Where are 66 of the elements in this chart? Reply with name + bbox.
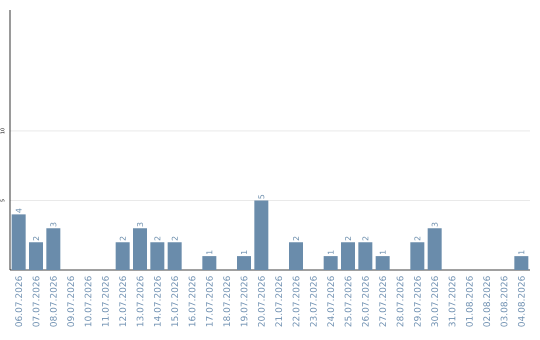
x-tick-label: 11.07.2026 [102,276,109,326]
x-tick-label: 27.07.2026 [379,276,386,327]
bar [168,242,182,270]
bar [254,200,268,270]
bar [202,256,216,270]
data-label: 2 [154,236,160,240]
data-label: 2 [362,236,368,240]
bar [289,242,304,270]
data-label: 3 [50,222,56,226]
x-tick-label: 16.07.2026 [188,276,196,326]
bar [116,242,130,270]
x-tick-label: 24.07.2026 [327,276,334,327]
x-tick-label: 08.07.2026 [50,276,57,327]
x-tick-label: 28.07.2026 [396,276,404,327]
x-tick-label: 12.07.2026 [119,276,126,326]
x-tick-label: 20.07.2026 [258,276,265,327]
x-tick-label: 26.07.2026 [362,276,369,327]
data-label: 1 [380,250,386,254]
x-tick-label: 15.07.2026 [171,276,178,326]
x-tick-label: 25.07.2026 [344,276,352,327]
data-label: 1 [328,250,334,254]
x-tick-label: 29.07.2026 [414,276,421,327]
x-tick-label: 31.07.2026 [448,276,456,327]
x-tick-label: 06.07.2026 [15,276,22,327]
data-label: 2 [172,236,178,240]
bar [514,256,528,270]
data-label: 3 [136,222,144,226]
x-tick-label: 07.07.2026 [32,276,40,327]
data-label: 5 [258,194,264,199]
x-tick-label: 10.07.2026 [84,276,92,326]
x-tick-label: 18.07.2026 [223,276,230,326]
x-tick-label: 01.08.2026 [466,276,473,327]
data-label: 2 [33,236,39,240]
x-tick-label: 13.07.2026 [136,276,144,326]
x-tick-label: 21.07.2026 [275,276,282,327]
bar [150,242,164,270]
bar [428,228,442,270]
data-label: 2 [120,236,126,240]
x-tick-label: 14.07.2026 [154,276,161,326]
x-tick-label: 23.07.2026 [310,276,317,327]
bar [324,256,338,270]
data-label: 2 [345,236,351,240]
bar [133,228,147,270]
x-tick-label: 19.07.2026 [240,276,248,326]
x-tick-label: 30.07.2026 [431,276,438,327]
data-label: 1 [206,250,212,254]
bar [12,214,26,270]
bar [237,256,251,270]
x-tick-label: 09.07.2026 [67,276,74,327]
data-label: 2 [293,236,299,240]
bar [376,256,390,270]
data-label: 1 [241,250,247,254]
data-label: 2 [414,236,420,240]
bar [358,242,372,270]
data-label: 4 [16,208,22,213]
x-tick-label: 17.07.2026 [206,276,213,326]
x-tick-label: 22.07.2026 [292,276,300,327]
bar [29,242,43,270]
bar [46,228,60,270]
data-label: 3 [432,222,438,226]
bar [341,242,356,270]
bar [410,242,424,270]
x-tick-label: 03.08.2026 [500,276,508,327]
x-tick-label: 02.08.2026 [483,276,490,327]
x-tick-label: 04.08.2026 [518,276,525,327]
data-label: 1 [518,250,524,254]
